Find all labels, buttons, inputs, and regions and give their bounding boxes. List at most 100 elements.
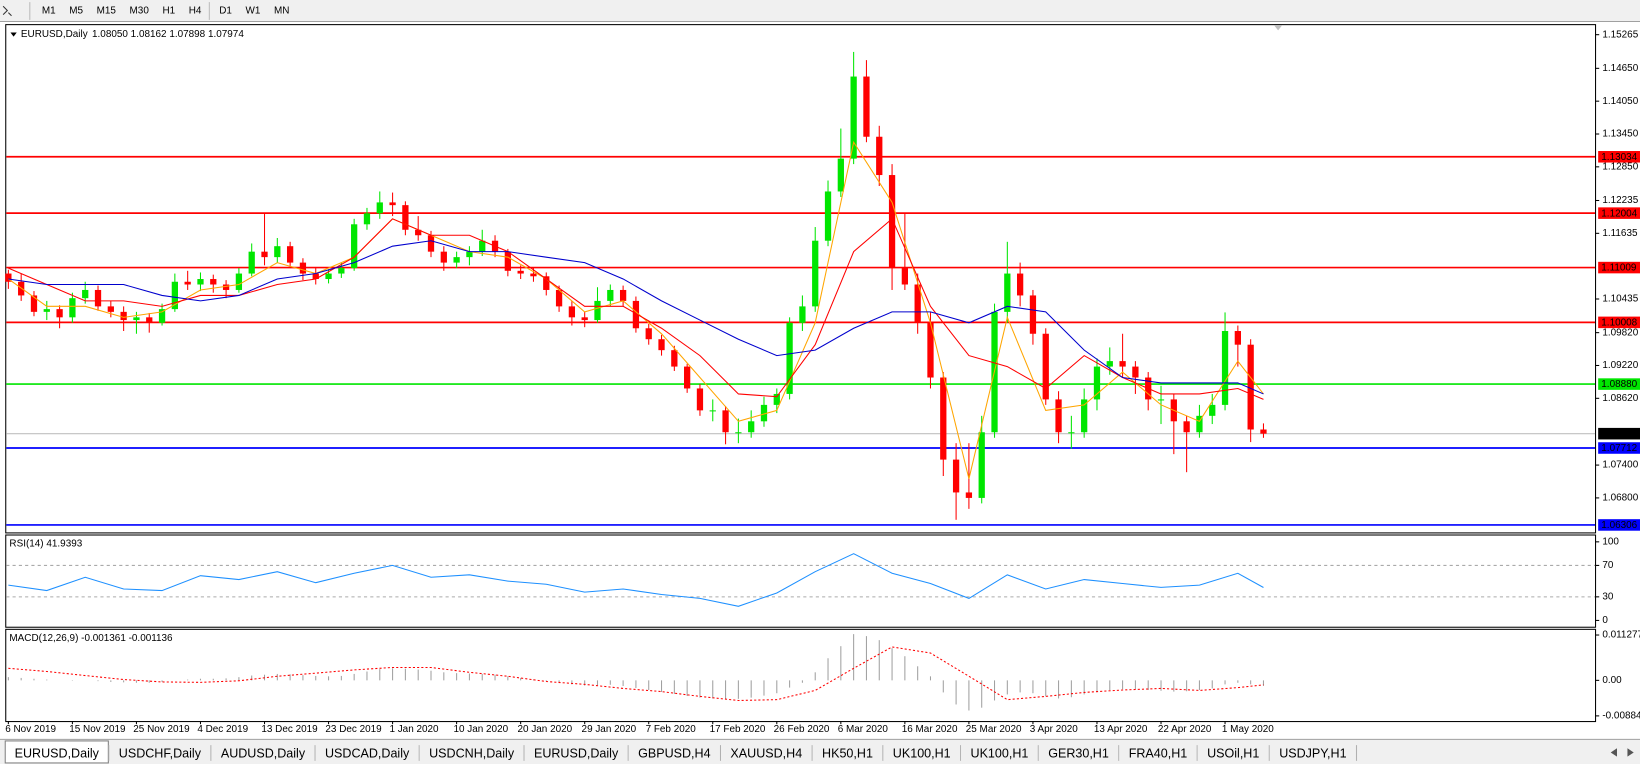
x-tick-label: 20 Jan 2020 [518,724,573,735]
tab-box[interactable] [721,743,812,762]
candle-body [760,404,768,422]
timeframe-button[interactable]: H1 [162,6,175,17]
candle-body [222,284,230,290]
tab-box[interactable] [883,743,961,762]
tab-scroll[interactable] [1610,748,1634,757]
candle-body [312,273,319,280]
y-tick-label: 70 [1602,560,1614,571]
candle-body [555,289,563,307]
timeframe-button[interactable]: D1 [219,6,232,17]
macd-panel [5,628,1597,723]
tab[interactable]: GBPUSD,H4 [638,746,710,760]
tab-box[interactable] [315,743,419,762]
candle-body [709,410,716,412]
tab[interactable]: HK50,H1 [822,746,873,760]
tab[interactable]: UK100,H1 [971,746,1029,760]
tab[interactable]: EURUSD,Daily [534,746,619,760]
candle-body [1029,295,1037,334]
y-tick-label: 1.09820 [1602,327,1638,338]
x-tick-label: 4 Dec 2019 [197,724,248,735]
symbol-menu-arrow[interactable] [10,32,17,37]
tab-box[interactable] [419,743,524,762]
candle-body [440,251,447,263]
timeframe-button[interactable]: M30 [130,6,150,17]
y-tick-label: 1.14050 [1602,96,1638,107]
tab[interactable]: USOil,H1 [1207,746,1259,760]
candle-body [479,240,486,252]
timeframe-button[interactable]: MN [274,6,289,17]
tab-box[interactable] [109,743,211,762]
candle-body [773,393,780,405]
tab-box[interactable] [961,743,1038,762]
candle-body [1055,399,1062,433]
tab-box[interactable] [1119,743,1197,762]
timeframe-button[interactable]: W1 [246,6,261,17]
candle-body [427,235,435,252]
tab[interactable]: USDCAD,Daily [325,746,410,760]
x-tick-label: 25 Mar 2020 [966,724,1022,735]
candle-body [517,270,524,274]
candle-body [158,309,166,323]
x-tick-label: 3 Apr 2020 [1030,724,1078,735]
candle-body [1221,331,1229,405]
rsi-panel [5,534,1597,628]
candle-body [735,432,742,434]
timeframe-button[interactable]: H4 [189,6,202,17]
tab-box[interactable] [1197,743,1269,762]
shift-marker [1273,25,1283,31]
toolbar-icon[interactable] [2,5,12,17]
x-tick-label: 1 May 2020 [1222,724,1274,735]
y-tick-label: 1.07400 [1602,460,1638,471]
candle-body [30,295,38,312]
tab[interactable]: UK100,H1 [893,746,951,760]
candle-body [376,202,383,214]
candle-body [286,246,294,263]
candle-body [543,276,550,290]
tab[interactable]: USDCNH,Daily [429,746,515,760]
candle-body [914,284,921,323]
tab-box[interactable] [1269,743,1356,762]
candle-body [978,432,985,498]
tab-box[interactable] [211,743,315,762]
level-label-box [1598,378,1640,390]
x-tick-label: 10 Jan 2020 [453,724,508,735]
tab[interactable]: AUDUSD,Daily [221,746,306,760]
tab[interactable]: GER30,H1 [1048,746,1109,760]
candle-body [876,136,883,176]
level-label-box [1598,316,1640,329]
y-tick-label: 1.12850 [1602,161,1638,172]
candle-body [351,224,358,269]
candle-body [684,366,691,389]
tab[interactable]: XAUUSD,H4 [730,746,802,760]
tab-box[interactable] [812,743,883,762]
chart-title: EURUSD,Daily [21,29,88,40]
candle-body [1260,429,1267,434]
candle-body [248,251,255,274]
x-tick-label: 13 Dec 2019 [261,724,318,735]
toolbar [0,0,1640,23]
x-tick-label: 6 Nov 2019 [5,724,56,735]
chart-ohlc: 1.08050 1.08162 1.07898 1.07974 [92,29,244,40]
candle-body [107,306,114,312]
x-tick-label: 15 Nov 2019 [69,724,126,735]
level-label: 1.06306 [1601,520,1637,531]
tab[interactable]: FRA40,H1 [1129,746,1188,760]
candle-body [748,421,755,433]
tab[interactable]: EURUSD,Daily [15,746,100,760]
tab-box[interactable] [1038,743,1119,762]
timeframe-button[interactable]: M5 [69,6,83,17]
timeframe-button[interactable]: M1 [42,6,56,17]
candle-body [850,76,857,159]
candle-body [184,281,191,285]
bid-label-box [1598,427,1640,440]
tab-box[interactable] [524,743,628,762]
level-label: 1.13034 [1601,152,1637,163]
timeframe-button[interactable]: M15 [97,6,117,17]
tab-box[interactable] [628,743,720,762]
candle-body [338,268,345,274]
candle-body [43,309,50,312]
moving-average [8,240,1264,395]
tab[interactable]: USDJPY,H1 [1279,746,1346,760]
tab[interactable]: USDCHF,Daily [119,746,202,760]
